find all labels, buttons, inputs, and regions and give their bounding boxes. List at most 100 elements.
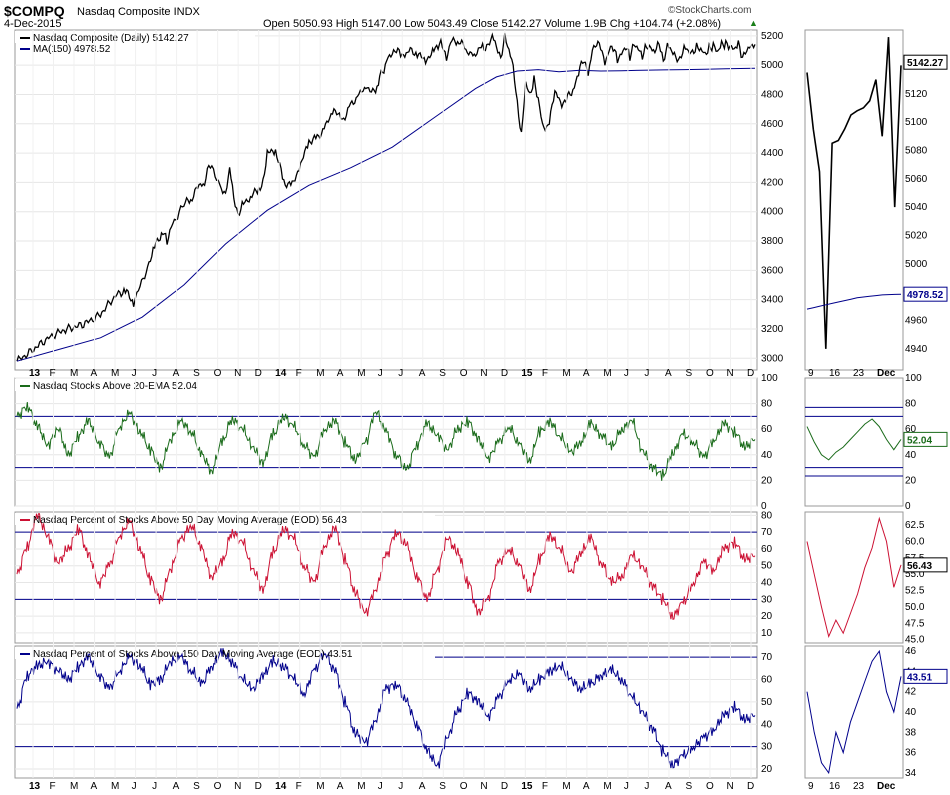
ohlc-summary: Open 5050.93 High 5147.00 Low 5043.49 Cl… [263,18,722,30]
last-price-tag-box [903,54,948,70]
x-tick-label-bottom: N [234,781,241,792]
y-tick-label: 0 [761,501,767,512]
x-tick-label-bottom: A [665,781,672,792]
x-tick-label-bottom: 14 [275,781,287,792]
zoom-y-tick-label: 5060 [905,174,928,185]
zoom-y-tick-label: 100 [905,373,922,384]
zoom-y-tick-label: 5100 [905,117,928,128]
x-tick-label-bottom: J [624,781,629,792]
panel-frame-2 [14,377,758,507]
zoom-x-tick-label-bottom: 16 [829,781,841,792]
zoom-x-tick-label: 16 [829,368,841,379]
x-tick-label-bottom: M [357,781,365,792]
x-tick-label: J [624,368,629,379]
y-tick-label: 30 [761,742,773,753]
y-tick-label: 80 [761,399,773,410]
zoom-indicator-line-2 [806,516,902,639]
x-tick-label: F [542,368,548,379]
last-value-tag-1: 52.04 [907,435,932,446]
y-tick-label: 20 [761,764,773,775]
x-tick-label-bottom: J [152,781,157,792]
legend-bg [15,513,435,525]
y-tick-label: 40 [761,719,773,730]
zoom-ma-line [806,293,902,310]
y-tick-label: 4000 [761,207,784,218]
zoom-y-tick-label: 20 [905,475,917,486]
x-tick-label: M [111,368,119,379]
ma-value-tag-box [903,286,948,302]
zoom-indicator-line-1 [806,418,902,461]
x-tick-label: S [439,368,446,379]
zoom-y-tick-label: 47.5 [905,618,925,629]
x-tick-label: J [132,368,137,379]
x-tick-label: D [501,368,508,379]
y-tick-label: 70 [761,652,773,663]
x-tick-label-bottom: D [747,781,754,792]
y-tick-label: 60 [761,544,773,555]
x-tick-label: A [419,368,426,379]
zoom-y-tick-label: 36 [905,748,917,759]
x-tick-label: 15 [521,368,533,379]
x-tick-label: M [316,368,324,379]
x-tick-label: O [214,368,222,379]
legend-bg [15,379,435,391]
y-tick-label: 20 [761,475,773,486]
legend-label-2: Nasdaq Percent of Stocks Above 50 Day Mo… [33,515,347,526]
zoom-x-tick-label-bottom: 9 [808,781,814,792]
y-tick-label: 20 [761,611,773,622]
indicator-line-3 [16,648,756,769]
zoom-y-tick-label: 55.0 [905,569,925,580]
x-tick-label: J [152,368,157,379]
zoom-y-tick-label: 40 [905,707,917,718]
zoom-y-tick-label: 5020 [905,230,928,241]
zoom-y-tick-label: 4960 [905,315,928,326]
x-tick-label-bottom: J [398,781,403,792]
y-tick-label: 60 [761,675,773,686]
x-tick-label-bottom: O [214,781,222,792]
zoom-x-tick-label: 23 [853,368,865,379]
price-series-line [16,32,756,362]
x-tick-label-bottom: 15 [521,781,533,792]
y-tick-label: 80 [761,510,773,521]
panel-frame-3 [14,511,758,644]
x-tick-label: N [234,368,241,379]
y-tick-label: 4600 [761,119,784,130]
x-tick-label: F [50,368,56,379]
x-tick-label: O [460,368,468,379]
zoom-y-tick-label: 46 [905,646,917,657]
y-tick-label: 3000 [761,353,784,364]
indicator-line-1 [16,401,756,481]
zoom-y-tick-label: 4940 [905,344,928,355]
x-tick-label-bottom: A [337,781,344,792]
x-tick-label: N [726,368,733,379]
legend-label-3: Nasdaq Percent of Stocks Above 150 Day M… [33,649,353,660]
zoom-y-tick-label: 52.5 [905,586,925,597]
zoom-x-tick-label: 9 [808,368,814,379]
zoom-y-tick-label: 60 [905,424,917,435]
x-tick-label: A [91,368,98,379]
zoom-y-tick-label: 45.0 [905,635,925,646]
x-tick-label-bottom: A [419,781,426,792]
legend-bg [15,647,435,659]
x-tick-label: A [665,368,672,379]
y-tick-label: 10 [761,628,773,639]
x-tick-label-bottom: M [603,781,611,792]
x-tick-label-bottom: S [439,781,446,792]
x-tick-label-bottom: S [193,781,200,792]
x-tick-label: M [70,368,78,379]
y-tick-label: 60 [761,424,773,435]
indicator-line-2 [16,513,756,620]
zoom-y-tick-label: 38 [905,727,917,738]
x-tick-label: N [480,368,487,379]
x-tick-label-bottom: J [132,781,137,792]
zoom-y-tick-label: 80 [905,399,917,410]
x-tick-label-bottom: A [583,781,590,792]
legend-label-price: Nasdaq Composite (Daily) 5142.27 [33,33,189,44]
zoom-panel-frame-1 [804,29,904,371]
x-tick-label-bottom: O [460,781,468,792]
x-tick-label: O [706,368,714,379]
y-tick-label: 3200 [761,324,784,335]
legend-bg [15,31,255,43]
x-tick-label-bottom: M [70,781,78,792]
zoom-y-tick-label: 5040 [905,202,928,213]
